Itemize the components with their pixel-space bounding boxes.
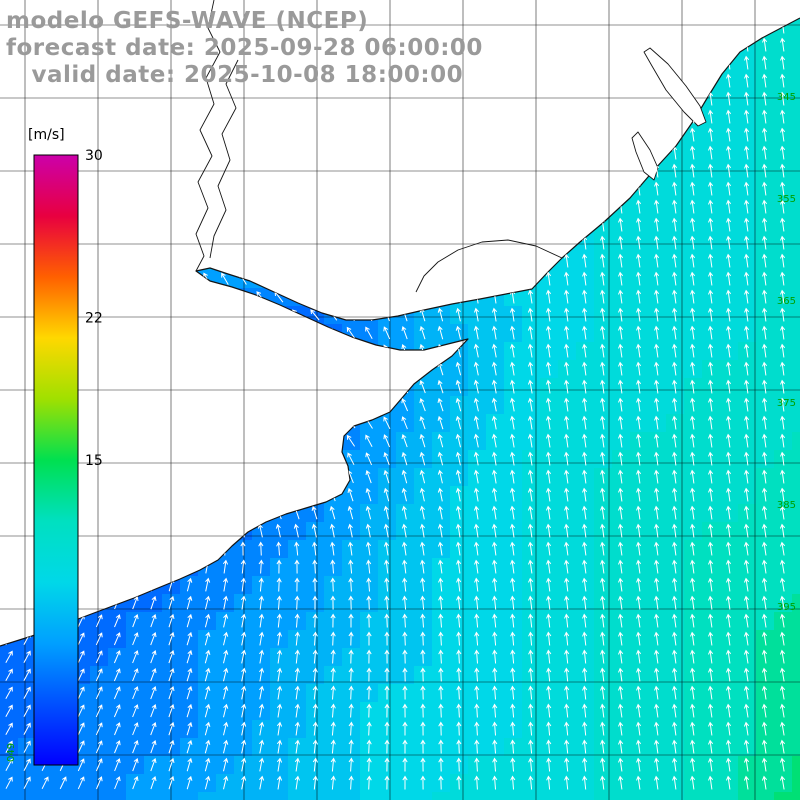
- right-axis-label: 355: [777, 194, 796, 205]
- river-line: [195, 0, 221, 272]
- colorbar: 30 22 15: [33, 148, 103, 766]
- valid-date: valid date: 2025-10-08 18:00:00: [6, 62, 464, 88]
- axis-labels: 345 355 365 375 385 395 049: [6, 92, 796, 762]
- coastline: [0, 17, 800, 647]
- right-axis-label: 365: [777, 296, 796, 307]
- map-header: modelo GEFS-WAVE (NCEP) forecast date: 2…: [6, 8, 483, 89]
- colorbar-tick-label: 22: [85, 311, 103, 327]
- colorbar-unit-label: [m/s]: [28, 127, 65, 143]
- coastal-lagoon: [631, 131, 659, 181]
- right-axis-label: 345: [777, 92, 796, 103]
- bottom-left-axis-label: 049: [6, 743, 17, 762]
- river-line: [209, 59, 239, 259]
- right-axis-label: 375: [777, 398, 796, 409]
- river-line: [415, 239, 563, 293]
- colorbar-gradient: [33, 154, 79, 766]
- colorbar-tick-label: 30: [85, 148, 103, 164]
- forecast-date: forecast date: 2025-09-28 06:00:00: [6, 35, 483, 61]
- right-axis-label: 385: [777, 500, 796, 511]
- right-axis-label: 395: [777, 602, 796, 613]
- coastline-layer: [0, 0, 800, 647]
- model-title: modelo GEFS-WAVE (NCEP): [6, 8, 369, 34]
- coastal-lagoon: [643, 47, 707, 127]
- colorbar-tick-label: 15: [85, 453, 103, 469]
